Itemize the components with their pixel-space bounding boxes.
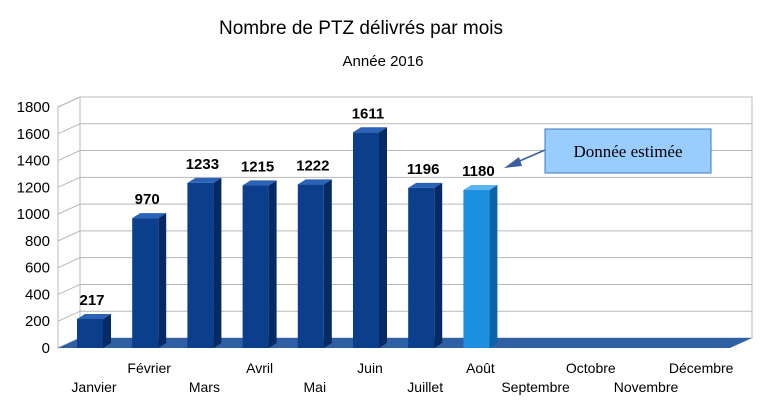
data-label: 1180 [462, 163, 495, 180]
chart-title: Nombre de PTZ délivrés par mois [219, 18, 503, 39]
y-tick-label: 200 [25, 313, 50, 330]
y-tick-label: 1800 [17, 99, 50, 116]
bar-side [434, 182, 443, 348]
bar-front [187, 182, 214, 348]
y-tick-label: 0 [42, 340, 50, 357]
x-tick-label: Mai [304, 379, 327, 395]
x-tick-label: Septembre [501, 379, 570, 395]
bar [132, 213, 167, 348]
y-tick-label: 1600 [17, 126, 50, 143]
x-axis-labels: Janvier Février Mars Avril Mai Juin Juillet Aoû… [71, 360, 733, 395]
floor-surface [58, 338, 752, 348]
bar-top [242, 180, 277, 186]
bar-top [463, 185, 498, 191]
annotation-text: Donnée estimée [573, 142, 682, 161]
x-tick-label: Juillet [407, 379, 443, 395]
x-tick-label: Mars [189, 379, 220, 395]
gridlines [57, 96, 752, 349]
data-label: 217 [79, 292, 104, 309]
data-label: 1233 [186, 156, 219, 173]
annotation-box [544, 128, 712, 174]
x-tick-label: Janvier [71, 379, 116, 395]
bar-side [489, 185, 498, 348]
bar-top [132, 213, 167, 219]
bar [463, 185, 498, 348]
data-label: 1215 [241, 158, 274, 175]
bar-front [353, 132, 379, 348]
gridline [57, 150, 752, 162]
bar [297, 179, 332, 348]
y-tick-label: 1400 [17, 153, 50, 170]
x-tick-label: Octobre [566, 360, 616, 376]
y-axis-ticks: 0 200 400 600 800 1000 1200 1400 1600 1800 [17, 99, 50, 357]
x-tick-label: Décembre [669, 360, 734, 376]
y-tick-label: 1000 [17, 206, 50, 223]
bar-side [213, 177, 222, 348]
bar-side [158, 213, 167, 348]
gridline [57, 257, 752, 269]
bar-front [132, 218, 159, 348]
bars [77, 127, 498, 349]
y-tick-label: 1200 [17, 179, 50, 196]
gridline [57, 123, 752, 135]
bar-side [268, 180, 277, 348]
y-tick-label: 800 [25, 233, 50, 250]
bar [187, 177, 222, 348]
bar [353, 127, 387, 349]
gridline [57, 283, 752, 295]
y-tick-label: 600 [25, 260, 50, 277]
x-tick-label: Avril [246, 360, 273, 376]
data-label: 1222 [296, 157, 329, 174]
bar-top [408, 182, 443, 188]
bar [408, 182, 443, 348]
data-label: 970 [135, 191, 160, 208]
x-tick-label: Août [466, 360, 495, 376]
bar-side [323, 179, 332, 348]
bar-side [379, 127, 387, 349]
plot-floor [58, 338, 752, 348]
gridline [57, 203, 752, 215]
data-labels: 217 970 1233 1215 1222 1611 1196 1180 [79, 105, 494, 309]
bar-top [353, 127, 387, 133]
bar-front [408, 187, 435, 348]
gridline [57, 230, 752, 242]
bar-top [77, 313, 111, 319]
bar-top [297, 179, 332, 185]
bar [77, 313, 111, 348]
y-tick-label: 400 [25, 286, 50, 303]
bar-front [242, 185, 269, 348]
data-label: 1611 [352, 105, 385, 122]
chart-subtitle: Année 2016 [343, 53, 424, 70]
annotation: Donnée estimée [504, 128, 712, 174]
bar [242, 180, 277, 348]
gridline [57, 310, 752, 322]
x-tick-label: Février [127, 360, 171, 376]
annotation-arrowhead [504, 157, 522, 168]
bar-side [103, 313, 111, 348]
x-tick-label: Juin [357, 360, 383, 376]
bar-top [187, 177, 222, 183]
bar-front [77, 318, 103, 348]
data-label: 1196 [407, 161, 440, 178]
bar-front [297, 184, 324, 348]
bar-front [463, 190, 490, 348]
side-wall [57, 96, 81, 349]
gridline [57, 96, 752, 108]
gridline [57, 176, 752, 188]
x-tick-label: Novembre [614, 379, 679, 395]
